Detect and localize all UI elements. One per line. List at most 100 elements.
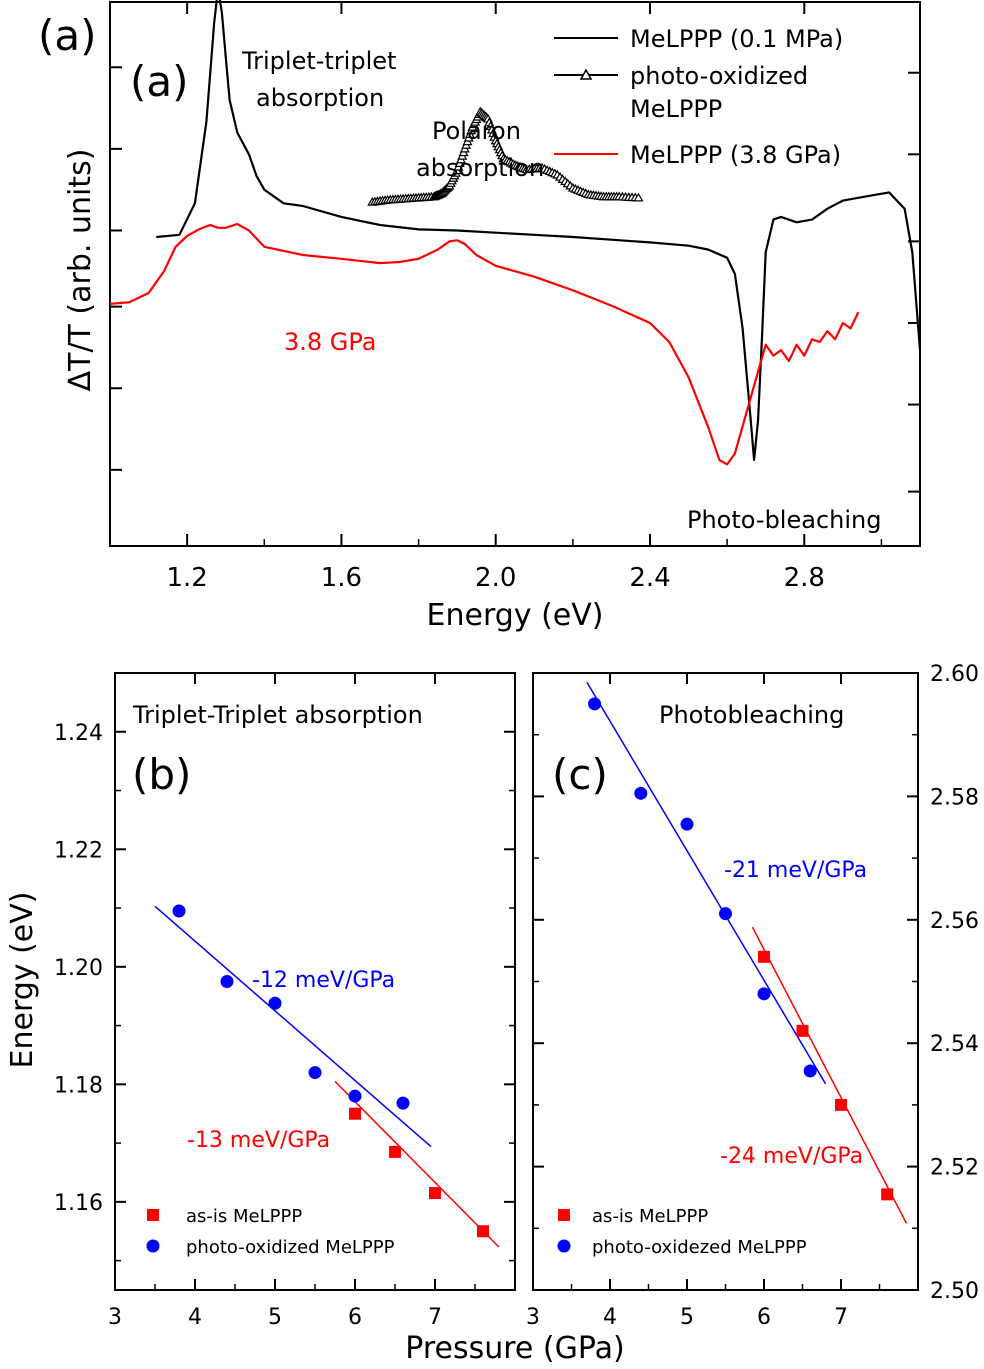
panel-b-ylabel: Energy (eV) bbox=[5, 892, 40, 1069]
annotation-polaron-line1: Polaron bbox=[432, 117, 521, 145]
panel-b-ticks: 3 4 5 6 7 1.16 1.18 1.20 1.22 1.24 bbox=[54, 672, 515, 1330]
data-point-circle bbox=[348, 1089, 362, 1103]
panel-b-legend: as-is MeLPPP photo-oxidized MeLPPP bbox=[146, 1206, 395, 1258]
panel-a-inner-label: (a) bbox=[130, 57, 189, 106]
xtick-label: 4 bbox=[603, 1305, 617, 1330]
ytick-label: 1.16 bbox=[54, 1191, 103, 1216]
panel-b-annotation-red: -13 meV/GPa bbox=[187, 1128, 330, 1153]
data-point-circle bbox=[396, 1096, 410, 1110]
data-point-circle bbox=[268, 996, 282, 1010]
panel-c-legend: as-is MeLPPP photo-oxidezed MeLPPP bbox=[557, 1206, 807, 1258]
ytick-label: 2.52 bbox=[930, 1156, 979, 1181]
fit-line-0 bbox=[751, 926, 908, 1224]
legend-a-label-2: MeLPPP (3.8 GPa) bbox=[630, 141, 841, 169]
data-point-circle bbox=[757, 987, 771, 1001]
data-point-square bbox=[349, 1107, 361, 1120]
a-series-line-0 bbox=[156, 0, 922, 462]
data-point-square bbox=[881, 1188, 894, 1201]
panel-b-annotation-blue: -12 meV/GPa bbox=[252, 968, 395, 993]
xtick-label: 4 bbox=[188, 1305, 202, 1330]
legend-b-circle-marker bbox=[146, 1239, 160, 1253]
xtick-label: 6 bbox=[348, 1305, 362, 1330]
ytick-label: 1.22 bbox=[54, 838, 103, 863]
data-point-circle bbox=[172, 904, 186, 918]
ytick-label: 2.58 bbox=[930, 785, 979, 810]
panel-c-label: (c) bbox=[552, 750, 608, 799]
annotation-triplet-line2: absorption bbox=[256, 84, 384, 112]
panel-c-annotation-red: -24 meV/GPa bbox=[720, 1144, 863, 1169]
panel-a-xlabel: Energy (eV) bbox=[427, 598, 604, 633]
legend-a-label-1: photo-oxidized bbox=[630, 62, 808, 90]
ytick-label: 1.18 bbox=[54, 1073, 103, 1098]
panel-a-frame bbox=[109, 1, 921, 547]
xtick-label: 3 bbox=[526, 1305, 540, 1330]
ytick-label: 2.56 bbox=[930, 909, 979, 934]
xtick-label: 6 bbox=[757, 1305, 771, 1330]
annotation-triplet-line1: Triplet-triplet bbox=[241, 47, 396, 75]
ytick-label: 1.20 bbox=[54, 956, 103, 981]
data-point-circle bbox=[588, 697, 602, 711]
bottom-xlabel: Pressure (GPa) bbox=[405, 1331, 624, 1366]
panel-c-title: Photobleaching bbox=[659, 701, 844, 729]
xtick-label: 3 bbox=[108, 1305, 122, 1330]
panel-b: 3 4 5 6 7 1.16 1.18 1.20 1.22 1.24 Triplet-Triple… bbox=[5, 672, 516, 1330]
legend-a-triangle-marker bbox=[579, 68, 593, 80]
data-point-square bbox=[835, 1098, 847, 1111]
panel-a-ylabel: ΔT/T (arb. units) bbox=[63, 149, 98, 392]
fit-line-1 bbox=[586, 681, 827, 1085]
panel-c-annotation-blue: -21 meV/GPa bbox=[724, 858, 867, 883]
data-point-circle bbox=[634, 786, 648, 800]
a-series-line-2 bbox=[109, 222, 860, 466]
panel-a-legend: MeLPPP (0.1 MPa) photo-oxidized MeLPPP M… bbox=[554, 25, 843, 169]
panel-b-label: (b) bbox=[132, 750, 191, 799]
legend-c-label-0: as-is MeLPPP bbox=[592, 1206, 708, 1227]
legend-c-label-1: photo-oxidezed MeLPPP bbox=[592, 1237, 807, 1258]
xtick-label: 7 bbox=[834, 1305, 848, 1330]
legend-c-circle-marker bbox=[557, 1239, 571, 1253]
legend-a-label-1b: MeLPPP bbox=[630, 95, 722, 123]
a-xtick-label: 1.6 bbox=[321, 563, 362, 593]
ytick-label: 2.50 bbox=[930, 1279, 979, 1304]
data-point-circle bbox=[803, 1064, 817, 1078]
panel-c-points bbox=[588, 697, 894, 1201]
fit-line-1 bbox=[154, 905, 432, 1148]
panel-a: 1.2 1.6 2.0 2.4 2.8 (a) (a) Triplet-triplet … bbox=[38, 0, 922, 633]
panel-c: 3 4 5 6 7 2.50 2.52 2.54 2.56 2.58 2.60 Photobleac… bbox=[526, 662, 979, 1330]
panel-b-points bbox=[172, 904, 489, 1238]
a-xtick-label: 2.8 bbox=[784, 563, 825, 593]
data-point-circle bbox=[680, 817, 694, 831]
data-point-circle bbox=[719, 907, 732, 921]
panel-a-outer-label: (a) bbox=[38, 11, 97, 60]
xtick-label: 5 bbox=[268, 1305, 282, 1330]
panel-b-fits bbox=[154, 905, 500, 1248]
data-point-circle bbox=[220, 975, 234, 988]
fit-line-0 bbox=[334, 1080, 500, 1248]
a-xtick-label: 2.4 bbox=[629, 563, 670, 593]
a-xtick-label: 2.0 bbox=[475, 563, 516, 593]
ytick-label: 2.60 bbox=[930, 662, 979, 687]
data-point-circle bbox=[308, 1066, 322, 1080]
ytick-label: 1.24 bbox=[54, 721, 103, 746]
data-point-square bbox=[758, 950, 770, 963]
annotation-3-8-gpa: 3.8 GPa bbox=[284, 328, 377, 356]
panel-c-ticks: 3 4 5 6 7 2.50 2.52 2.54 2.56 2.58 2.60 bbox=[526, 662, 979, 1330]
xtick-label: 5 bbox=[680, 1305, 694, 1330]
data-point-square bbox=[796, 1024, 809, 1037]
legend-b-square-marker bbox=[147, 1209, 159, 1221]
xtick-label: 7 bbox=[428, 1305, 442, 1330]
ytick-label: 2.54 bbox=[930, 1032, 979, 1057]
data-point-square bbox=[429, 1187, 441, 1200]
legend-c-square-marker bbox=[558, 1209, 570, 1221]
panel-a-ticks: 1.2 1.6 2.0 2.4 2.8 bbox=[109, 2, 920, 593]
panel-b-title: Triplet-Triplet absorption bbox=[132, 701, 423, 729]
legend-b-label-1: photo-oxidized MeLPPP bbox=[186, 1237, 395, 1258]
panel-a-series bbox=[109, 0, 922, 466]
legend-a-label-0: MeLPPP (0.1 MPa) bbox=[630, 25, 843, 53]
annotation-photo-bleaching: Photo-bleaching bbox=[687, 506, 881, 534]
panel-c-fits bbox=[586, 681, 908, 1224]
annotation-polaron-line2: absorption bbox=[416, 154, 544, 182]
a-triangle-point bbox=[633, 192, 644, 202]
data-point-square bbox=[389, 1145, 401, 1158]
a-xtick-label: 1.2 bbox=[166, 563, 207, 593]
